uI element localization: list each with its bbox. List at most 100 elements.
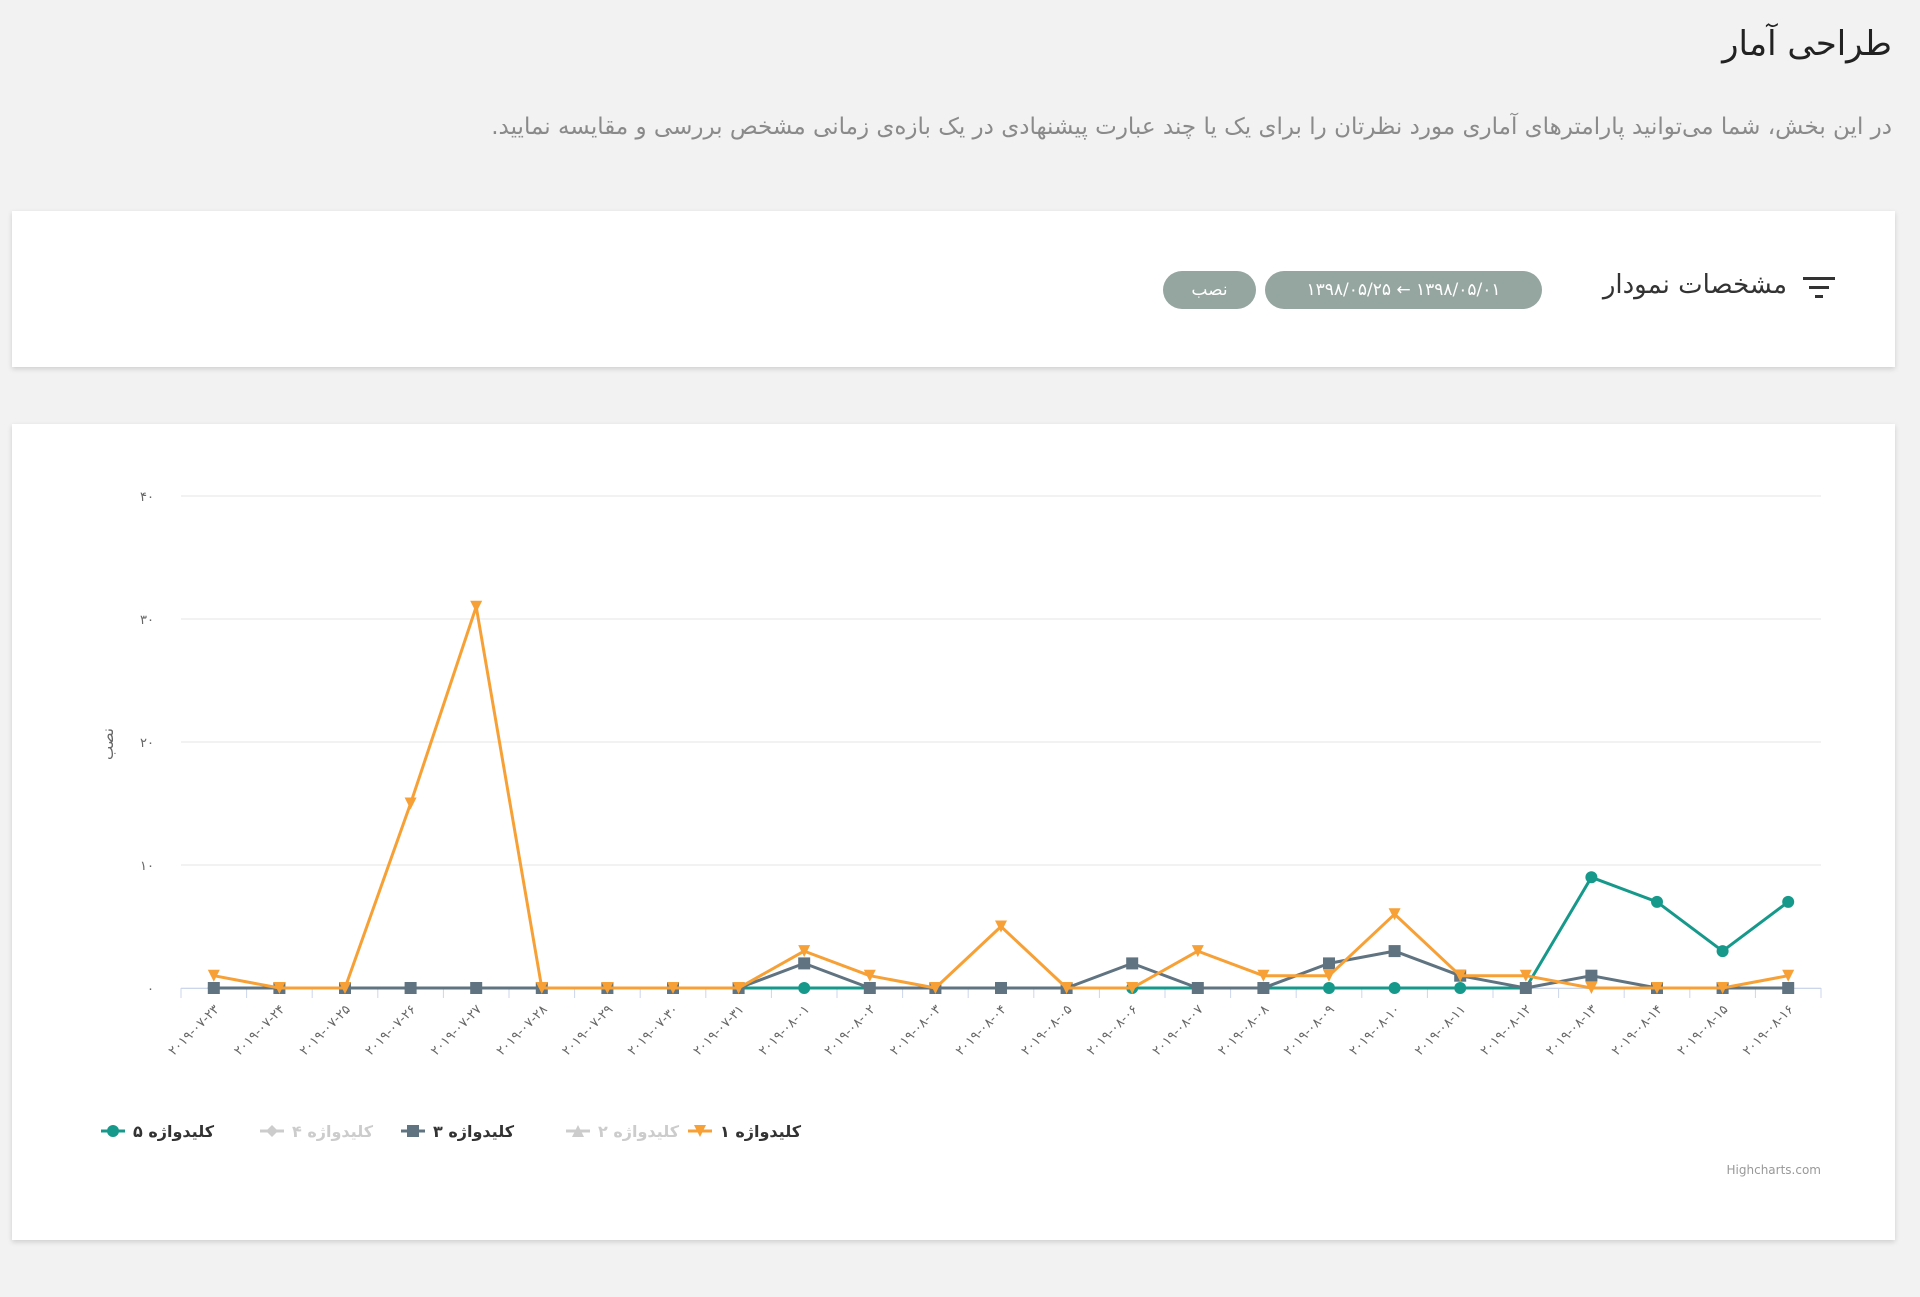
marker bbox=[863, 982, 876, 994]
x-tick-label: ۲۰۱۹-۰۷-۲۹ bbox=[559, 1002, 616, 1059]
filter-icon[interactable] bbox=[1803, 275, 1835, 301]
marker bbox=[1585, 871, 1598, 884]
marker bbox=[407, 1125, 419, 1137]
marker bbox=[798, 982, 811, 994]
x-tick-label: ۲۰۱۹-۰۸-۱۶ bbox=[1740, 1002, 1797, 1059]
series-line bbox=[213, 875, 1790, 990]
marker bbox=[798, 945, 811, 958]
x-tick-label: ۲۰۱۹-۰۸-۱۱ bbox=[1412, 1002, 1469, 1059]
x-tick-label: ۲۰۱۹-۰۷-۲۵ bbox=[297, 1002, 354, 1059]
marker bbox=[1060, 982, 1073, 994]
marker bbox=[404, 797, 417, 810]
marker bbox=[535, 982, 548, 994]
legend-label: کلیدواژه ۵ bbox=[133, 1122, 215, 1141]
y-tick-label: ۰ bbox=[147, 982, 154, 997]
x-tick-label: ۲۰۱۹-۰۸-۰۹ bbox=[1281, 1002, 1338, 1059]
x-tick-label: ۲۰۱۹-۰۸-۰۲ bbox=[822, 1002, 879, 1059]
y-tick-label: ۴۰ bbox=[140, 490, 154, 505]
legend-label: کلیدواژه ۱ bbox=[720, 1122, 802, 1141]
filter-panel: مشخصات نمودار ۱۳۹۸/۰۵/۰۱ ← ۱۳۹۸/۰۵/۲۵ نص… bbox=[12, 211, 1895, 367]
legend-item[interactable]: کلیدواژه ۲ bbox=[566, 1122, 680, 1141]
marker bbox=[601, 982, 614, 994]
legend-label: کلیدواژه ۲ bbox=[598, 1122, 680, 1141]
marker bbox=[929, 982, 942, 994]
marker bbox=[995, 982, 1007, 994]
y-axis-title: نصب bbox=[99, 728, 117, 760]
x-tick-label: ۲۰۱۹-۰۸-۱۴ bbox=[1609, 1002, 1666, 1059]
marker bbox=[667, 982, 679, 994]
marker bbox=[1782, 969, 1795, 982]
page-title: طراحی آمار bbox=[1722, 24, 1892, 64]
marker bbox=[207, 982, 220, 994]
marker bbox=[1191, 945, 1204, 958]
x-tick-label: ۲۰۱۹-۰۸-۰۸ bbox=[1215, 1002, 1272, 1059]
marker bbox=[694, 1125, 706, 1137]
legend-label: کلیدواژه ۴ bbox=[292, 1122, 374, 1141]
legend-item[interactable]: کلیدواژه ۳ bbox=[401, 1122, 515, 1141]
credit: Highcharts.com bbox=[1727, 1163, 1821, 1177]
y-tick-label: ۱۰ bbox=[140, 859, 154, 874]
x-tick-label: ۲۰۱۹-۰۸-۰۳ bbox=[887, 1002, 944, 1059]
x-tick-label: ۲۰۱۹-۰۸-۱۲ bbox=[1478, 1002, 1535, 1059]
x-tick-label: ۲۰۱۹-۰۷-۳۰ bbox=[625, 1002, 682, 1059]
marker bbox=[1257, 982, 1270, 994]
page-description: در این بخش، شما می‌توانید پارامترهای آما… bbox=[491, 114, 1892, 140]
marker bbox=[798, 957, 811, 970]
marker bbox=[1519, 969, 1532, 982]
marker bbox=[1126, 982, 1139, 994]
marker bbox=[1323, 957, 1335, 970]
filter-label[interactable]: مشخصات نمودار bbox=[1602, 270, 1787, 300]
marker bbox=[1716, 982, 1729, 994]
x-tick-label: ۲۰۱۹-۰۷-۲۶ bbox=[363, 1002, 420, 1059]
marker bbox=[1454, 982, 1467, 994]
marker bbox=[572, 1125, 584, 1137]
x-tick-label: ۲۰۱۹-۰۸-۰۷ bbox=[1150, 1002, 1207, 1059]
marker bbox=[1323, 982, 1335, 994]
marker bbox=[273, 982, 286, 994]
marker bbox=[1716, 945, 1729, 958]
marker bbox=[863, 969, 876, 982]
y-tick-label: ۳۰ bbox=[140, 613, 154, 628]
y-tick-label: ۲۰ bbox=[140, 736, 154, 751]
marker bbox=[1585, 982, 1598, 994]
marker bbox=[732, 982, 745, 994]
marker bbox=[339, 982, 351, 994]
legend-item[interactable]: کلیدواژه ۱ bbox=[688, 1122, 802, 1141]
x-tick-label: ۲۰۱۹-۰۸-۰۴ bbox=[953, 1002, 1010, 1059]
marker bbox=[1782, 982, 1795, 994]
x-tick-label: ۲۰۱۹-۰۷-۲۷ bbox=[428, 1002, 485, 1059]
x-tick-label: ۲۰۱۹-۰۷-۲۸ bbox=[494, 1002, 551, 1059]
x-tick-label: ۲۰۱۹-۰۷-۲۳ bbox=[166, 1002, 223, 1059]
x-tick-label: ۲۰۱۹-۰۸-۰۱ bbox=[756, 1002, 813, 1059]
marker bbox=[1388, 945, 1401, 958]
marker bbox=[1126, 957, 1139, 970]
marker bbox=[1519, 982, 1532, 994]
x-tick-label: ۲۰۱۹-۰۷-۳۱ bbox=[691, 1002, 748, 1059]
marker bbox=[1782, 895, 1795, 908]
x-tick-label: ۲۰۱۹-۰۸-۱۰ bbox=[1347, 1002, 1404, 1059]
marker bbox=[1454, 969, 1467, 982]
marker bbox=[404, 982, 417, 994]
chart-panel: ۰ ۱۰ ۲۰ ۳۰ ۴۰ نصب ۲۰۱۹-۰۷-۲۳ ۲۰۱۹-۰۷-۲۴ ۲۰۱۹-۰۷-… bbox=[12, 424, 1895, 1240]
chip[interactable]: ۱۳۹۸/۰۵/۰۱ ← ۱۳۹۸/۰۵/۲۵ bbox=[1265, 271, 1542, 309]
x-tick-label: ۲۰۱۹-۰۸-۰۵ bbox=[1019, 1002, 1076, 1059]
legend-item[interactable]: کلیدواژه ۵ bbox=[101, 1122, 215, 1141]
chip[interactable]: نصب bbox=[1163, 271, 1256, 309]
marker bbox=[1257, 969, 1270, 982]
marker bbox=[107, 1125, 119, 1137]
marker bbox=[1388, 908, 1401, 921]
marker bbox=[1651, 895, 1663, 908]
marker bbox=[266, 1125, 278, 1137]
x-tick-label: ۲۰۱۹-۰۷-۲۴ bbox=[231, 1002, 288, 1059]
marker bbox=[470, 982, 483, 994]
marker bbox=[1585, 969, 1598, 982]
marker bbox=[1388, 982, 1401, 994]
marker bbox=[995, 920, 1007, 933]
x-tick-label: ۲۰۱۹-۰۸-۱۳ bbox=[1543, 1002, 1600, 1059]
marker bbox=[1323, 969, 1335, 982]
legend-item[interactable]: کلیدواژه ۴ bbox=[260, 1122, 374, 1141]
marker bbox=[470, 600, 483, 613]
legend-label: کلیدواژه ۳ bbox=[433, 1122, 515, 1141]
